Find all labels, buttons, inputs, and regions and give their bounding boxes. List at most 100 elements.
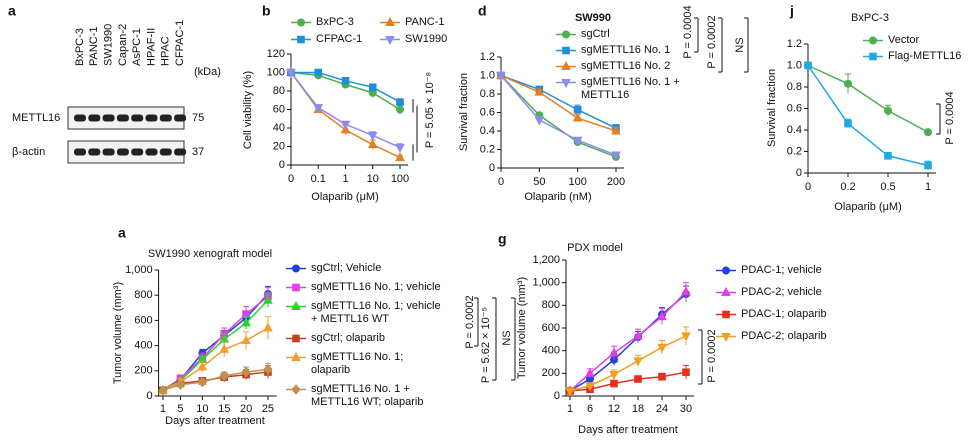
marker: [534, 116, 545, 126]
marker: [804, 61, 812, 70]
legend: sgCtrl; Vehicle sgMETTL16 No. 1; vehicle s…: [285, 262, 445, 409]
marker: [924, 128, 932, 137]
x-tick-label: 20: [240, 403, 252, 415]
legend-entry: PDAC-2; olaparib: [715, 330, 865, 343]
y-tick-label: 200: [134, 365, 152, 377]
y-axis-label: Survival fraction: [766, 69, 778, 147]
marker: [565, 387, 575, 397]
marker: [263, 364, 273, 375]
blot-band: [159, 148, 172, 156]
panel-letter: g: [498, 231, 507, 247]
marker: [721, 287, 731, 296]
marker: [610, 379, 618, 388]
legend-entry: sgMETTL16 No. 1; vehicle + METTL16 WT: [285, 300, 445, 326]
legend-label: CFPAC-1: [316, 33, 363, 45]
legend-label: sgMETTL16 No. 1; olaparib: [311, 351, 404, 376]
marker: [340, 120, 351, 130]
significance-label: P = 0.0002: [706, 15, 718, 68]
marker: [367, 131, 378, 141]
marker: [291, 384, 301, 395]
marker: [175, 379, 186, 390]
marker: [158, 385, 168, 396]
x-tick-label: 200: [607, 176, 625, 188]
marker: [869, 36, 877, 45]
y-tick-label: 1,000: [532, 277, 560, 289]
blot-row-label: β-actin: [12, 146, 45, 158]
y-tick-label: 0: [146, 390, 152, 402]
marker: [572, 136, 583, 146]
x-tick-label: 0: [498, 176, 504, 188]
panel-letter: a: [8, 3, 16, 19]
x-tick-label: 15: [218, 403, 230, 415]
legend-label: PDAC-1; vehicle: [741, 264, 822, 276]
x-tick-label: 0.1: [311, 173, 326, 185]
lane-label: SW1990: [103, 24, 115, 66]
x-tick-label: 1: [567, 403, 573, 415]
y-tick-label: 0.6: [787, 102, 802, 114]
panel-letter: j: [789, 3, 794, 19]
legend-entry: sgMETTL16 No. 1: [555, 44, 680, 57]
blot-band: [102, 148, 115, 156]
y-tick-label: 0.4: [480, 125, 495, 137]
legend-label: sgMETTL16 No. 1; vehicle + METTL16 WT: [311, 300, 441, 325]
marker: [658, 372, 666, 381]
y-tick-label: 0.2: [480, 143, 495, 155]
legend-entry: PDAC-1; olaparib: [715, 308, 865, 321]
marker: [292, 283, 300, 292]
legend-label: PDAC-1; olaparib: [741, 308, 827, 320]
marker: [314, 68, 323, 77]
marker: [633, 357, 643, 367]
y-tick-label: 0.4: [787, 124, 802, 136]
marker: [585, 367, 595, 377]
significance-label: NS: [734, 37, 746, 52]
legend-entry: sgMETTL16 No. 1; vehicle: [285, 281, 445, 294]
marker: [609, 370, 619, 381]
legend-icon: [286, 301, 306, 310]
blot-unit: (kDa): [194, 66, 221, 78]
legend-icon: [286, 384, 306, 395]
blot-band: [174, 148, 187, 156]
y-tick-label: 40: [273, 122, 285, 134]
legend-icon: [291, 35, 311, 44]
series-line: [500, 74, 617, 158]
x-tick-label: 0.5: [880, 181, 895, 193]
legend-icon: [863, 52, 883, 61]
blot-band: [88, 114, 101, 122]
legend-entry: sgMETTL16 No. 1 + METTL16: [555, 76, 680, 102]
y-tick-label: 400: [542, 345, 560, 357]
y-tick-label: 0: [279, 159, 285, 171]
y-tick-label: 120: [267, 48, 285, 60]
y-axis-label: Tumor volume (mm³): [112, 282, 124, 384]
blot-band: [116, 114, 129, 122]
blot-band: [131, 114, 144, 122]
y-tick-label: 0.2: [787, 145, 802, 157]
legend-label: PDAC-2; vehicle: [741, 286, 822, 298]
marker: [561, 61, 571, 70]
marker: [385, 36, 395, 45]
lane-label: PANC-1: [88, 26, 100, 66]
legend-icon: [556, 61, 576, 70]
blot-band: [159, 114, 172, 122]
y-axis-label: Cell viability (%): [242, 71, 254, 149]
blot-kda: 75: [192, 112, 204, 124]
chart-title: PDX model: [567, 242, 623, 254]
legend-label: sgMETTL16 No. 2: [581, 60, 671, 72]
y-tick-label: 200: [542, 367, 560, 379]
legend-icon: [286, 283, 306, 292]
legend-icon: [286, 352, 306, 361]
significance-label: P = 0.0004: [682, 5, 694, 58]
legend-icon: [716, 310, 736, 319]
blot-band: [88, 148, 101, 156]
blot-kda: 37: [192, 146, 204, 158]
x-axis-label: Days after treatment: [578, 424, 678, 436]
legend-icon: [380, 17, 400, 26]
legend-icon: [716, 287, 736, 296]
marker: [681, 332, 691, 342]
marker: [341, 77, 350, 85]
x-tick-label: 1: [342, 173, 348, 185]
x-tick-label: 6: [587, 403, 593, 415]
legend-entry: Vector: [862, 34, 962, 47]
x-tick-label: 25: [262, 403, 274, 415]
marker: [395, 143, 405, 153]
series-line: [500, 74, 617, 129]
